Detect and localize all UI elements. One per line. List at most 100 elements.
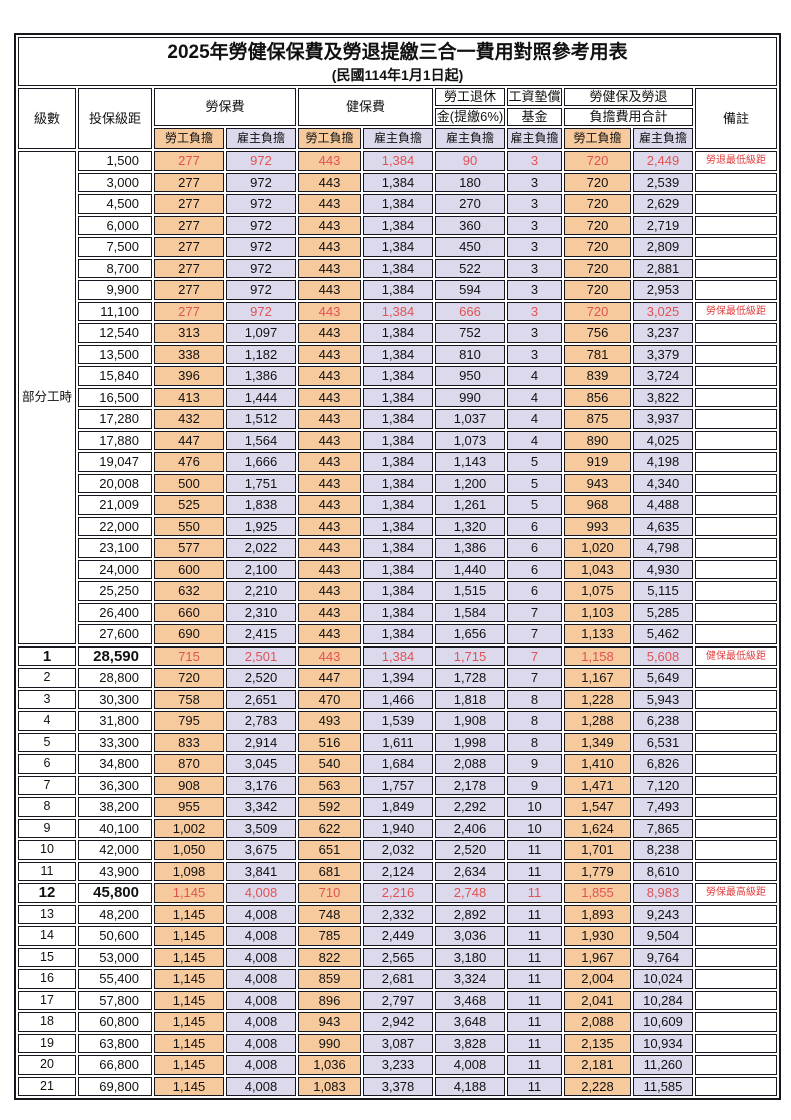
cell-labor-employee: 870	[154, 754, 224, 774]
cell-wage-fund-employer: 8	[507, 689, 562, 709]
cell-note	[695, 775, 778, 795]
cell-labor-employer: 3,841	[226, 861, 296, 881]
cell-pension-employer: 2,520	[435, 840, 505, 860]
cell-wage-fund-employer: 11	[507, 861, 562, 881]
cell-health-employee: 443	[298, 559, 361, 579]
cell-total-employer: 7,493	[633, 797, 693, 817]
cell-labor-employee: 277	[154, 258, 224, 278]
cell-wage-fund-employer: 4	[507, 430, 562, 450]
table-row: 8,700 277 972 443 1,384 522 3 720 2,881	[18, 258, 778, 278]
cell-bracket: 6,000	[78, 215, 152, 235]
cell-bracket: 12,540	[78, 323, 152, 343]
cell-health-employee: 540	[298, 754, 361, 774]
table-row: 23,100 577 2,022 443 1,384 1,386 6 1,020 4,798	[18, 538, 778, 558]
cell-total-employee: 720	[564, 237, 631, 257]
cell-health-employee: 443	[298, 602, 361, 622]
cell-level: 21	[18, 1076, 76, 1096]
subheader-wage-fund-employer: 雇主負擔	[507, 128, 562, 149]
cell-note: 勞保最低級距	[695, 301, 778, 321]
table-row: 6,000 277 972 443 1,384 360 3 720 2,719	[18, 215, 778, 235]
col-header-note: 備註	[695, 88, 778, 149]
cell-pension-employer: 2,406	[435, 818, 505, 838]
col-header-bracket: 投保級距	[78, 88, 152, 149]
cell-pension-employer: 3,828	[435, 1033, 505, 1053]
cell-bracket: 15,840	[78, 366, 152, 386]
cell-bracket: 40,100	[78, 818, 152, 838]
cell-health-employer: 1,940	[363, 818, 433, 838]
table-row: 27,600 690 2,415 443 1,384 1,656 7 1,133 5,462	[18, 624, 778, 644]
cell-wage-fund-employer: 3	[507, 194, 562, 214]
cell-health-employee: 443	[298, 624, 361, 644]
cell-wage-fund-employer: 3	[507, 151, 562, 171]
cell-wage-fund-employer: 6	[507, 516, 562, 536]
cell-bracket: 36,300	[78, 775, 152, 795]
cell-health-employer: 1,384	[363, 409, 433, 429]
cell-level: 17	[18, 990, 76, 1010]
cell-labor-employer: 2,415	[226, 624, 296, 644]
table-row: 10 42,000 1,050 3,675 651 2,032 2,520 11 1,701 8,…	[18, 840, 778, 860]
cell-labor-employer: 2,310	[226, 602, 296, 622]
cell-pension-employer: 1,908	[435, 711, 505, 731]
cell-health-employee: 681	[298, 861, 361, 881]
table-row: 18 60,800 1,145 4,008 943 2,942 3,648 11 2,088 10…	[18, 1012, 778, 1032]
cell-labor-employer: 3,675	[226, 840, 296, 860]
cell-note	[695, 452, 778, 472]
cell-labor-employee: 550	[154, 516, 224, 536]
cell-labor-employee: 500	[154, 473, 224, 493]
cell-wage-fund-employer: 11	[507, 990, 562, 1010]
col-header-total-line1: 勞健保及勞退	[564, 88, 693, 106]
cell-health-employee: 447	[298, 668, 361, 688]
cell-total-employee: 1,075	[564, 581, 631, 601]
subheader-labor-employer: 雇主負擔	[226, 128, 296, 149]
cell-health-employer: 1,384	[363, 624, 433, 644]
cell-bracket: 48,200	[78, 904, 152, 924]
cell-health-employer: 1,384	[363, 258, 433, 278]
cell-pension-employer: 1,440	[435, 559, 505, 579]
cell-pension-employer: 594	[435, 280, 505, 300]
cell-health-employee: 443	[298, 387, 361, 407]
table-title-block: 2025年勞健保保費及勞退提繳三合一費用對照參考用表 (民國114年1月1日起)	[18, 37, 778, 86]
cell-total-employee: 2,088	[564, 1012, 631, 1032]
cell-bracket: 13,500	[78, 344, 152, 364]
cell-total-employee: 720	[564, 194, 631, 214]
cell-total-employee: 1,547	[564, 797, 631, 817]
cell-total-employee: 2,228	[564, 1076, 631, 1096]
cell-note	[695, 668, 778, 688]
cell-health-employer: 2,681	[363, 969, 433, 989]
cell-note	[695, 969, 778, 989]
cell-total-employee: 756	[564, 323, 631, 343]
cell-labor-employee: 313	[154, 323, 224, 343]
cell-health-employee: 1,083	[298, 1076, 361, 1096]
cell-labor-employee: 525	[154, 495, 224, 515]
cell-wage-fund-employer: 11	[507, 1033, 562, 1053]
table-row: 15,840 396 1,386 443 1,384 950 4 839 3,724	[18, 366, 778, 386]
cell-labor-employer: 3,342	[226, 797, 296, 817]
cell-health-employee: 651	[298, 840, 361, 860]
cell-bracket: 1,500	[78, 151, 152, 171]
cell-labor-employer: 3,045	[226, 754, 296, 774]
cell-pension-employer: 1,998	[435, 732, 505, 752]
cell-labor-employee: 955	[154, 797, 224, 817]
cell-note	[695, 1033, 778, 1053]
cell-health-employer: 1,384	[363, 645, 433, 666]
cell-labor-employer: 2,783	[226, 711, 296, 731]
cell-total-employer: 8,610	[633, 861, 693, 881]
cell-bracket: 25,250	[78, 581, 152, 601]
cell-bracket: 69,800	[78, 1076, 152, 1096]
cell-health-employer: 1,394	[363, 668, 433, 688]
cell-bracket: 16,500	[78, 387, 152, 407]
cell-note	[695, 323, 778, 343]
table-row: 11 43,900 1,098 3,841 681 2,124 2,634 11 1,779 8,…	[18, 861, 778, 881]
cell-wage-fund-employer: 8	[507, 711, 562, 731]
cell-pension-employer: 180	[435, 172, 505, 192]
cell-pension-employer: 1,261	[435, 495, 505, 515]
cell-level: 2	[18, 668, 76, 688]
table-row: 部分工時 1,500 277 972 443 1,384 90 3 720 2,449 勞退最低級距	[18, 151, 778, 644]
cell-labor-employer: 4,008	[226, 926, 296, 946]
cell-labor-employer: 4,008	[226, 947, 296, 967]
cell-pension-employer: 1,515	[435, 581, 505, 601]
cell-total-employer: 4,930	[633, 559, 693, 579]
cell-total-employer: 7,120	[633, 775, 693, 795]
cell-wage-fund-employer: 8	[507, 732, 562, 752]
cell-total-employee: 781	[564, 344, 631, 364]
